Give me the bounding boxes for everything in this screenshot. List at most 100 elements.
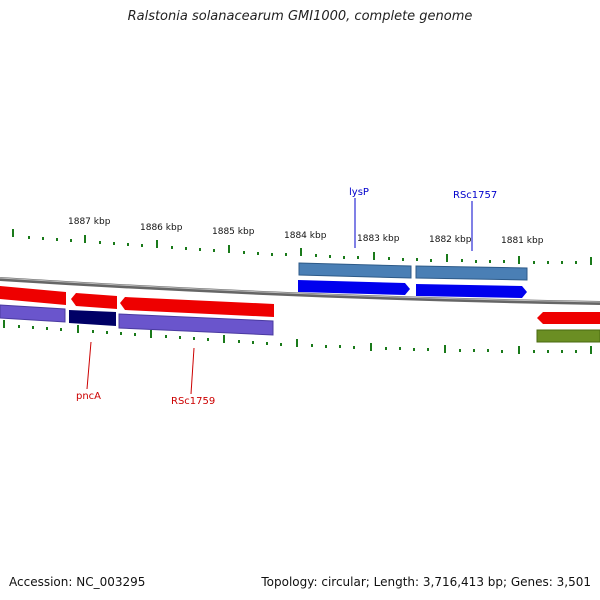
ruler-major-tick	[370, 343, 372, 351]
ruler-minor-tick	[357, 256, 359, 259]
ruler-minor-tick	[280, 343, 282, 346]
ruler-minor-tick	[402, 258, 404, 261]
ruler-minor-tick	[257, 252, 259, 255]
ruler-minor-tick	[28, 236, 30, 239]
ruler-major-tick	[296, 339, 298, 347]
reverse-gene-feature-left[interactable]	[0, 304, 66, 323]
ruler-major-tick	[590, 257, 592, 265]
ruler-minor-tick	[185, 247, 187, 250]
right-other-feature[interactable]	[536, 329, 600, 343]
ruler-minor-tick	[56, 238, 58, 241]
ruler-minor-tick	[193, 337, 195, 340]
genome-backbone-highlight	[0, 277, 600, 303]
ruler-label: 1885 kbp	[212, 227, 255, 237]
RSc1757-cds-feature[interactable]	[416, 284, 527, 298]
ruler-minor-tick	[92, 330, 94, 333]
ruler-minor-tick	[60, 328, 62, 331]
ruler-minor-tick	[171, 246, 173, 249]
pncA-label[interactable]: pncA	[76, 391, 101, 402]
ruler-minor-tick	[459, 349, 461, 352]
pncA-leader	[86, 341, 92, 390]
ruler-minor-tick	[503, 260, 505, 263]
ruler-major-tick	[84, 235, 86, 243]
ruler-minor-tick	[561, 350, 563, 353]
ruler-minor-tick	[32, 326, 34, 329]
ruler-minor-tick	[575, 350, 577, 353]
ruler-minor-tick	[533, 350, 535, 353]
RSc1759-leader	[190, 347, 195, 395]
ruler-major-tick	[223, 335, 225, 343]
pncA-gene-feature[interactable]	[69, 310, 116, 326]
ruler-minor-tick	[238, 340, 240, 343]
lysP-cds-feature[interactable]	[298, 280, 410, 295]
RSc1757-gene-feature[interactable]	[415, 265, 528, 281]
ruler-minor-tick	[501, 350, 503, 353]
reverse-cds-feature-left[interactable]	[0, 286, 66, 305]
ruler-major-tick	[300, 248, 302, 256]
ruler-labels: 1887 kbp 1886 kbp 1885 kbp 1884 kbp 1883…	[68, 217, 544, 246]
genome-title: Ralstonia solanacearum GMI1000, complete…	[127, 9, 473, 24]
ruler-minor-tick	[487, 349, 489, 352]
genome-summary-text: Topology: circular; Length: 3,716,413 bp…	[261, 575, 591, 589]
ruler-minor-tick	[473, 349, 475, 352]
ruler-major-tick	[518, 346, 520, 354]
ruler-minor-tick	[199, 248, 201, 251]
ruler-minor-tick	[353, 346, 355, 349]
gene-labels: lysP RSc1757 pncA RSc1759	[76, 187, 497, 407]
ruler-minor-tick	[339, 345, 341, 348]
ruler-minor-tick	[70, 239, 72, 242]
ruler-label: 1884 kbp	[284, 231, 327, 241]
lysP-gene-feature[interactable]	[298, 262, 412, 279]
ruler-minor-tick	[243, 251, 245, 254]
ruler-minor-tick	[416, 258, 418, 261]
ruler-minor-tick	[461, 259, 463, 262]
ruler-minor-tick	[179, 336, 181, 339]
lower-ruler	[3, 320, 592, 354]
ruler-minor-tick	[106, 331, 108, 334]
ruler-minor-tick	[388, 257, 390, 260]
right-cds-feature[interactable]	[537, 312, 600, 324]
ruler-minor-tick	[489, 260, 491, 263]
pncA-cds-feature[interactable]	[71, 293, 117, 309]
ruler-minor-tick	[271, 253, 273, 256]
ruler-minor-tick	[141, 244, 143, 247]
lysP-label[interactable]: lysP	[349, 187, 369, 198]
genome-backbone	[0, 277, 600, 305]
ruler-minor-tick	[427, 348, 429, 351]
ruler-minor-tick	[285, 253, 287, 256]
ruler-label: 1881 kbp	[501, 236, 544, 246]
ruler-minor-tick	[385, 347, 387, 350]
ruler-minor-tick	[561, 261, 563, 264]
RSc1759-cds-feature[interactable]	[120, 297, 274, 317]
ruler-minor-tick	[18, 325, 20, 328]
ruler-minor-tick	[99, 241, 101, 244]
ruler-major-tick	[156, 240, 158, 248]
RSc1759-gene-feature[interactable]	[118, 313, 274, 336]
ruler-major-tick	[228, 245, 230, 253]
ruler-minor-tick	[315, 254, 317, 257]
ruler-major-tick	[12, 229, 14, 237]
ruler-minor-tick	[399, 347, 401, 350]
accession-text: Accession: NC_003295	[9, 575, 146, 589]
RSc1759-label[interactable]: RSc1759	[171, 396, 215, 407]
ruler-minor-tick	[575, 261, 577, 264]
ruler-minor-tick	[213, 249, 215, 252]
ruler-major-tick	[518, 256, 520, 264]
forward-features	[298, 262, 528, 298]
ruler-minor-tick	[413, 348, 415, 351]
ruler-minor-tick	[343, 256, 345, 259]
ruler-major-tick	[3, 320, 5, 328]
ruler-minor-tick	[329, 255, 331, 258]
ruler-minor-tick	[127, 243, 129, 246]
ruler-minor-tick	[266, 342, 268, 345]
ruler-label: 1887 kbp	[68, 217, 111, 227]
ruler-major-tick	[444, 345, 446, 353]
ruler-minor-tick	[430, 259, 432, 262]
ruler-minor-tick	[113, 242, 115, 245]
ruler-major-tick	[590, 346, 592, 354]
RSc1757-label[interactable]: RSc1757	[453, 190, 497, 201]
ruler-label: 1883 kbp	[357, 234, 400, 244]
leader-lines	[86, 198, 473, 395]
